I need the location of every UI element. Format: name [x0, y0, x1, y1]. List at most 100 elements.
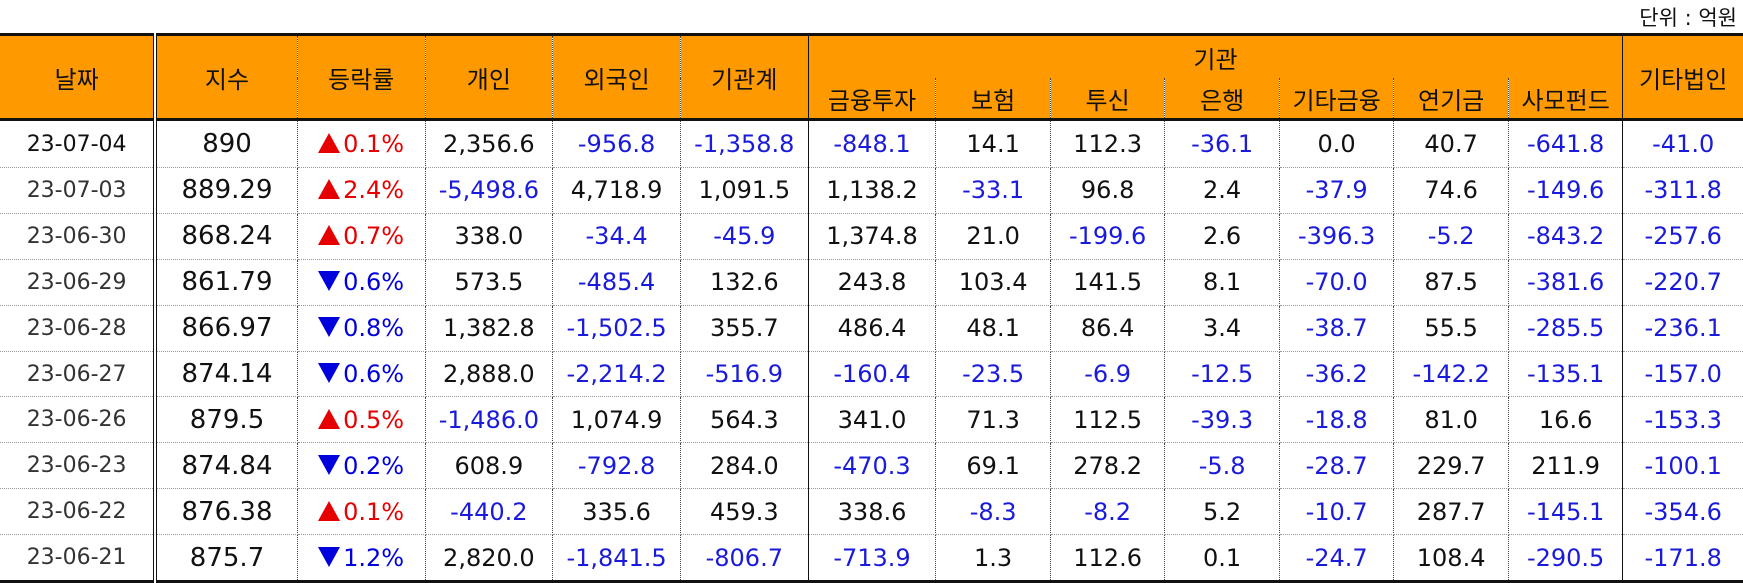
cell-index: 876.38 [155, 488, 298, 536]
triangle-up-icon [318, 179, 341, 200]
triangle-up-icon [318, 408, 341, 429]
cell-insurance: 21.0 [935, 213, 1051, 260]
cell-index: 866.97 [155, 305, 298, 352]
cell-insurance: -23.5 [935, 351, 1051, 398]
cell-index: 861.79 [155, 259, 298, 306]
cell-individual: -5,498.6 [425, 167, 554, 214]
cell-foreign: -1,841.5 [552, 534, 681, 583]
cell-index: 889.29 [155, 167, 298, 214]
cell-date: 23-06-22 [0, 488, 158, 536]
cell-bank: -39.3 [1164, 396, 1280, 444]
cell-date: 23-06-28 [0, 305, 158, 352]
cell-other-corp: -171.8 [1622, 534, 1743, 583]
cell-other-corp: -311.8 [1622, 167, 1743, 214]
cell-other-corp: -236.1 [1622, 305, 1743, 352]
cell-pension: 108.4 [1393, 534, 1509, 583]
cell-index: 874.14 [155, 351, 298, 398]
table-row: 23-07-03 889.29 2.4% -5,498.6 4,718.9 1,091.5… [0, 167, 1743, 214]
cell-inst-total: 132.6 [680, 259, 809, 306]
cell-inst-total: 1,091.5 [680, 167, 809, 214]
cell-other-corp: -220.7 [1622, 259, 1743, 306]
header-private-fund: 사모펀드 [1508, 78, 1624, 121]
header-investment-trust: 투신 [1050, 78, 1166, 121]
change-value: 0.5% [343, 405, 405, 434]
cell-change: 0.5% [297, 396, 426, 444]
cell-individual: 2,820.0 [425, 534, 554, 583]
triangle-up-icon [318, 500, 341, 521]
change-value: 0.1% [343, 497, 405, 526]
cell-other-finance: -37.9 [1279, 167, 1395, 214]
cell-index: 868.24 [155, 213, 298, 260]
cell-bank: -12.5 [1164, 351, 1280, 398]
cell-inst-total: -45.9 [680, 213, 809, 260]
change-value: 1.2% [343, 543, 405, 572]
cell-foreign: 4,718.9 [552, 167, 681, 214]
change-value: 0.6% [343, 268, 405, 297]
cell-individual: -440.2 [425, 488, 554, 536]
cell-financial-investment: -848.1 [808, 119, 937, 168]
cell-individual: 338.0 [425, 213, 554, 260]
cell-investment-trust: 278.2 [1050, 442, 1166, 490]
cell-financial-investment: -713.9 [808, 534, 937, 583]
header-change: 등락률 [297, 33, 426, 121]
triangle-down-icon [318, 363, 341, 383]
cell-index: 875.7 [155, 534, 298, 583]
table-row: 23-06-28 866.97 0.8% 1,382.8 -1,502.5 355.7 48… [0, 305, 1743, 352]
cell-bank: 2.6 [1164, 213, 1280, 260]
header-institution-group: 기관 [808, 33, 1624, 78]
cell-insurance: 48.1 [935, 305, 1051, 352]
cell-pension: 287.7 [1393, 488, 1509, 536]
cell-foreign: -1,502.5 [552, 305, 681, 352]
cell-pension: 229.7 [1393, 442, 1509, 490]
cell-date: 23-07-03 [0, 167, 158, 214]
table-row: 23-06-26 879.5 0.5% -1,486.0 1,074.9 564.3 341… [0, 396, 1743, 444]
cell-investment-trust: 86.4 [1050, 305, 1166, 352]
cell-financial-investment: 338.6 [808, 488, 937, 536]
cell-investment-trust: 141.5 [1050, 259, 1166, 306]
cell-private-fund: 16.6 [1508, 396, 1624, 444]
cell-investment-trust: -199.6 [1050, 213, 1166, 260]
cell-index: 874.84 [155, 442, 298, 490]
cell-inst-total: 459.3 [680, 488, 809, 536]
cell-insurance: 14.1 [935, 119, 1051, 168]
change-value: 0.6% [343, 360, 405, 388]
cell-other-corp: -100.1 [1622, 442, 1743, 490]
cell-date: 23-06-29 [0, 259, 158, 306]
cell-index: 890 [155, 119, 298, 168]
cell-private-fund: -285.5 [1508, 305, 1624, 352]
cell-insurance: 71.3 [935, 396, 1051, 444]
cell-pension: 40.7 [1393, 119, 1509, 168]
cell-financial-investment: 1,374.8 [808, 213, 937, 260]
cell-change: 0.6% [297, 351, 426, 398]
cell-date: 23-06-30 [0, 213, 158, 260]
cell-date: 23-06-26 [0, 396, 158, 444]
cell-date: 23-06-27 [0, 351, 158, 398]
triangle-down-icon [318, 546, 341, 567]
cell-financial-investment: 486.4 [808, 305, 937, 352]
cell-pension: -5.2 [1393, 213, 1509, 260]
cell-private-fund: -135.1 [1508, 351, 1624, 398]
cell-individual: 608.9 [425, 442, 554, 490]
cell-other-corp: -157.0 [1622, 351, 1743, 398]
cell-investment-trust: 112.5 [1050, 396, 1166, 444]
cell-individual: -1,486.0 [425, 396, 554, 444]
table-row: 23-06-29 861.79 0.6% 573.5 -485.4 132.6 243.8 1… [0, 259, 1743, 306]
cell-bank: 2.4 [1164, 167, 1280, 214]
table-row: 23-07-04 890 0.1% 2,356.6 -956.8 -1,358.8 -848… [0, 119, 1743, 168]
cell-bank: 3.4 [1164, 305, 1280, 352]
cell-other-finance: -28.7 [1279, 442, 1395, 490]
cell-private-fund: -290.5 [1508, 534, 1624, 583]
cell-pension: 55.5 [1393, 305, 1509, 352]
cell-inst-total: -516.9 [680, 351, 809, 398]
cell-other-finance: -10.7 [1279, 488, 1395, 536]
cell-date: 23-07-04 [0, 119, 158, 168]
header-other-finance: 기타금융 [1279, 78, 1395, 121]
cell-other-finance: -18.8 [1279, 396, 1395, 444]
cell-pension: 87.5 [1393, 259, 1509, 306]
cell-investment-trust: 112.6 [1050, 534, 1166, 583]
header-pension: 연기금 [1393, 78, 1509, 121]
cell-financial-investment: 243.8 [808, 259, 937, 306]
cell-bank: -5.8 [1164, 442, 1280, 490]
cell-inst-total: 564.3 [680, 396, 809, 444]
cell-other-finance: -36.2 [1279, 351, 1395, 398]
